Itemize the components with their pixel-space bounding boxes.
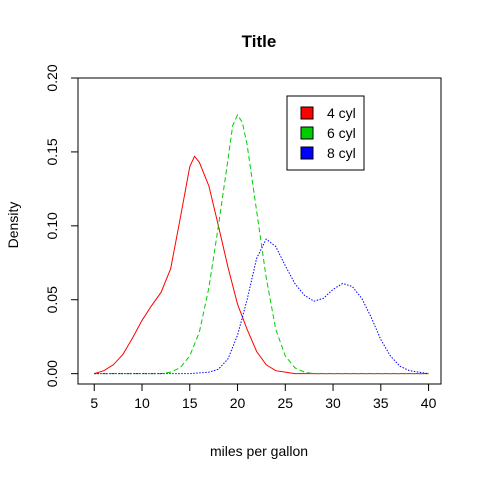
legend-swatch <box>300 106 314 120</box>
y-tick-label: 0.00 <box>44 360 60 387</box>
legend-swatch <box>300 126 314 140</box>
y-axis-label: Density <box>5 202 21 249</box>
legend-swatch <box>300 146 314 160</box>
x-tick-label: 40 <box>421 395 437 411</box>
legend-box <box>286 95 365 171</box>
x-axis: 5 10 15 20 25 30 35 40 <box>90 383 437 411</box>
x-tick-label: 15 <box>182 395 198 411</box>
series-line-4-cyl <box>94 155 429 375</box>
x-tick-label: 30 <box>325 395 341 411</box>
y-tick-label: 0.15 <box>44 138 60 165</box>
legend-label: 6 cyl <box>327 125 356 141</box>
series-line-6-cyl <box>94 113 429 375</box>
legend-label: 4 cyl <box>327 105 356 121</box>
x-tick-label: 5 <box>90 395 98 411</box>
y-axis: 0.00 0.05 0.10 0.15 0.20 <box>44 64 79 387</box>
y-tick-label: 0.05 <box>44 286 60 313</box>
y-tick-label: 0.20 <box>44 64 60 91</box>
x-tick-label: 20 <box>230 395 246 411</box>
y-tick-label: 0.10 <box>44 212 60 239</box>
legend-label: 8 cyl <box>327 145 356 161</box>
x-tick-label: 10 <box>134 395 150 411</box>
x-axis-label: miles per gallon <box>210 443 308 459</box>
x-tick-label: 25 <box>278 395 294 411</box>
legend: 4 cyl 6 cyl 8 cyl <box>286 95 365 171</box>
chart-title: Title <box>242 32 277 51</box>
series-line-8-cyl <box>94 238 429 375</box>
series-layer <box>94 113 429 375</box>
x-tick-label: 35 <box>373 395 389 411</box>
